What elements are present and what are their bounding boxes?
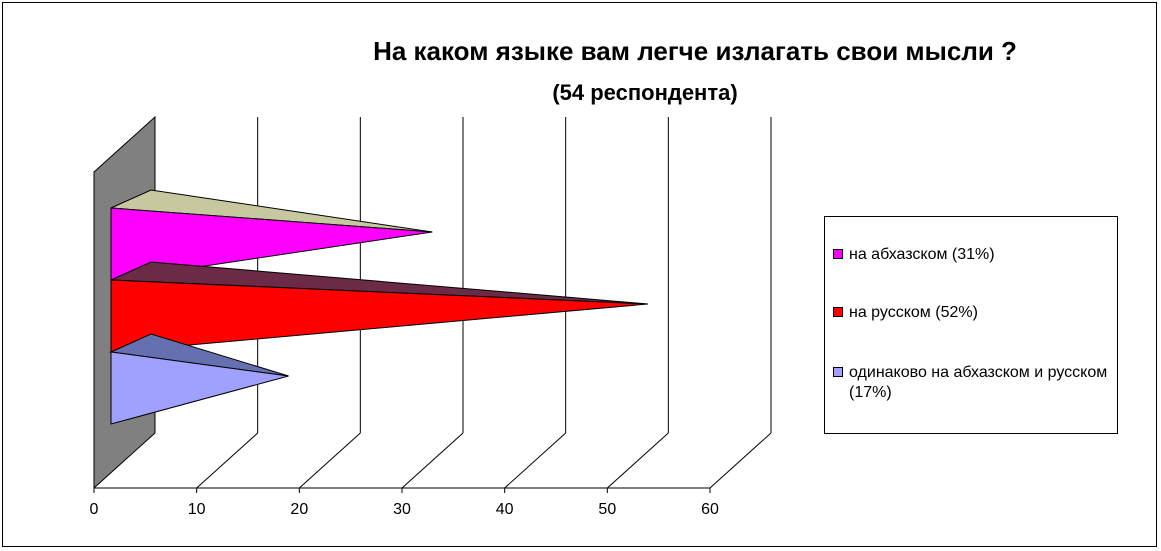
bar-cone <box>110 351 289 425</box>
gridline-depth <box>504 432 567 489</box>
gridline-depth <box>196 432 259 489</box>
x-tick-label: 10 <box>188 501 206 518</box>
gridline-depth <box>709 432 772 489</box>
legend-swatch-abkhaz <box>833 249 843 259</box>
legend-label-russian: на русском (52%) <box>849 304 978 321</box>
bars <box>109 189 648 425</box>
chart-subtitle: (54 респондента) <box>552 80 738 105</box>
x-tick-label: 60 <box>701 501 719 518</box>
chart-title: На каком языке вам легче излагать свои м… <box>373 36 1017 66</box>
gridline-depth <box>401 432 464 489</box>
x-tick-label: 20 <box>290 501 308 518</box>
x-tick-label: 30 <box>393 501 411 518</box>
bar-cone <box>110 207 433 281</box>
legend-label-abkhaz: на абхазском (31%) <box>849 246 995 263</box>
gridline-depth <box>298 432 361 489</box>
x-tick-label: 40 <box>496 501 514 518</box>
legend: на абхазском (31%) на русском (52%) один… <box>824 216 1118 434</box>
bar-cone <box>110 279 648 353</box>
legend-label-both: одинаково на абхазском и русском (17%) <box>849 364 1108 401</box>
legend-swatch-russian <box>833 307 843 317</box>
gridline-depth <box>606 432 669 489</box>
x-tick-label: 0 <box>90 501 99 518</box>
gridlines <box>196 117 772 489</box>
x-axis: 0 10 20 30 40 50 60 <box>90 487 719 518</box>
legend-swatch-both <box>833 367 843 377</box>
x-tick-label: 50 <box>598 501 616 518</box>
